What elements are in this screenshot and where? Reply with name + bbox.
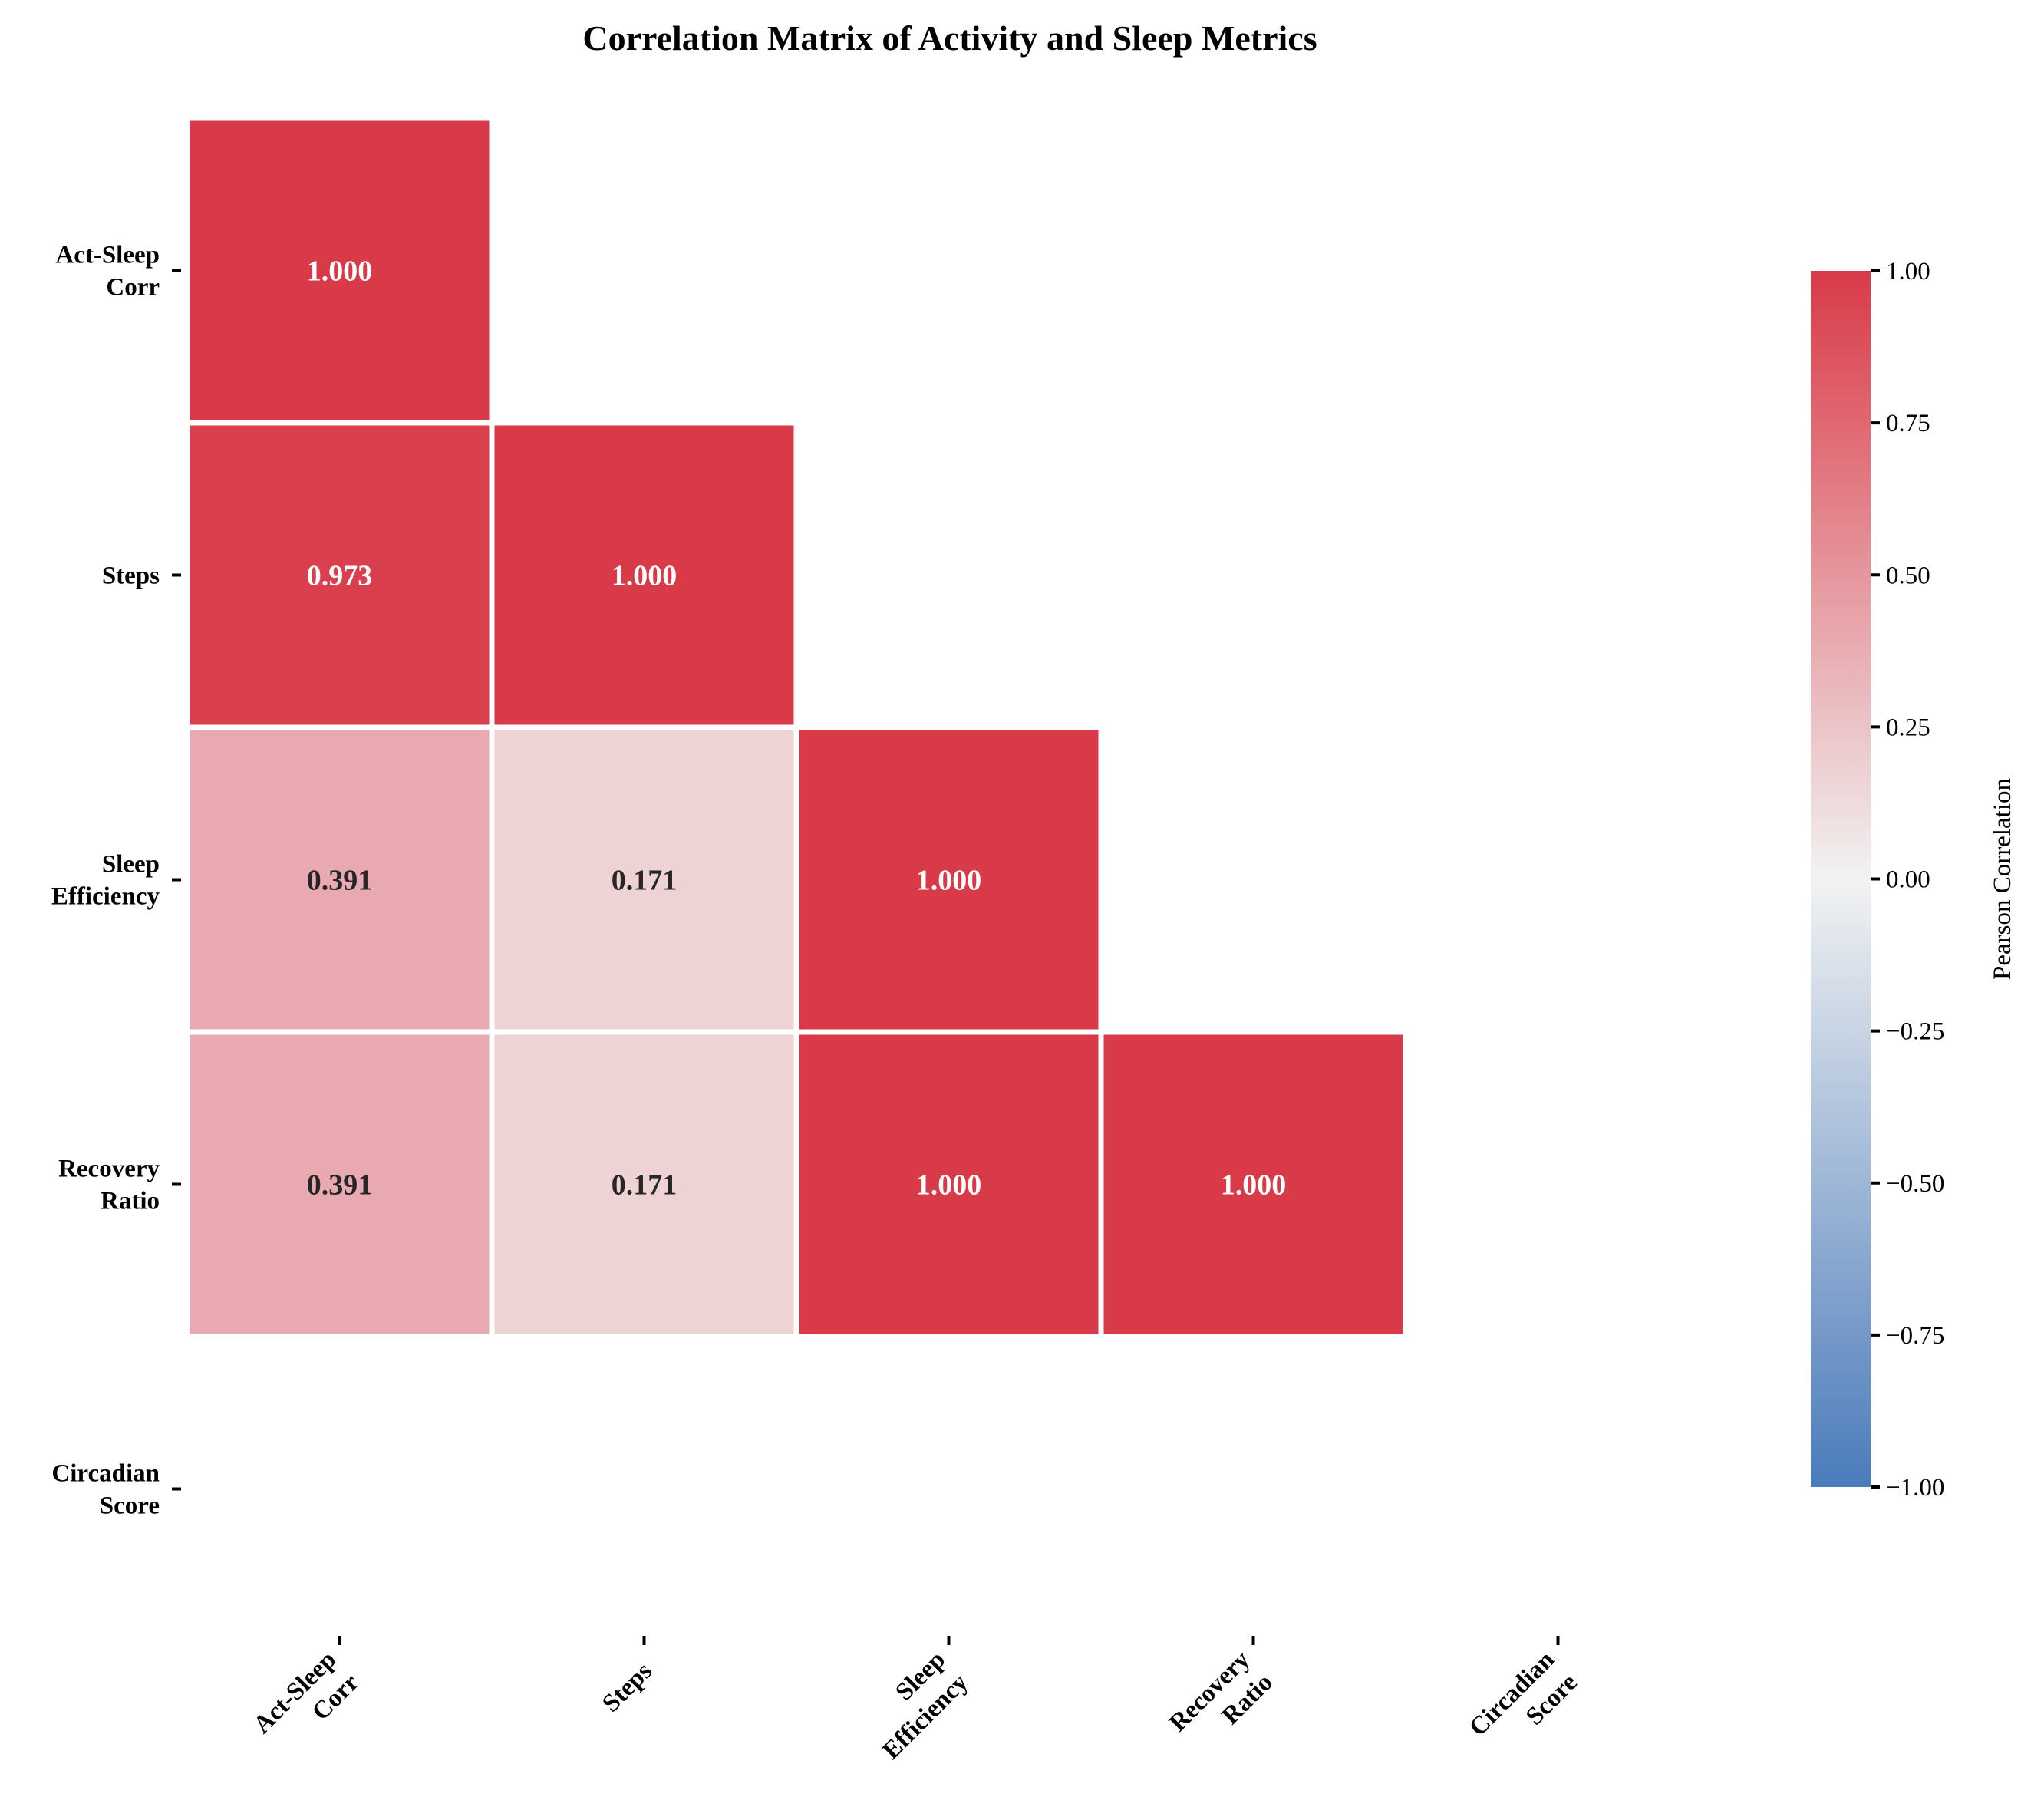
- y-tick-label: Steps: [102, 562, 160, 590]
- y-axis: Act-Sleep Corr Steps Sleep Efficiency Recover…: [51, 242, 181, 1520]
- colorbar: 1.00 0.75 0.50 0.25 0.00 −0.25 −0.50 −0.75 −1.00…: [1811, 258, 2016, 1502]
- colorbar-tick-label: −1.00: [1886, 1474, 1944, 1502]
- x-tick-label-line: Steps: [597, 1657, 658, 1718]
- y-tick-label: Recovery Ratio: [58, 1156, 160, 1215]
- heatmap-cell-r3-c0: [190, 1034, 490, 1334]
- y-tick-label-line: Ratio: [101, 1188, 160, 1215]
- cell-value-label: 0.171: [612, 865, 678, 897]
- heatmap-cell-r3-c3: [1103, 1034, 1403, 1334]
- cell-value-label: 1.000: [916, 1169, 982, 1202]
- colorbar-tick-label: −0.75: [1886, 1322, 1944, 1350]
- heatmap-cell-r1-c0: [190, 425, 490, 725]
- y-tick-label-line: Recovery: [58, 1156, 160, 1183]
- colorbar-tick-label: −0.50: [1886, 1170, 1944, 1198]
- y-tick-label: Sleep Efficiency: [51, 851, 160, 911]
- x-axis: Act-SleepCorr Steps SleepEfficiency Recover…: [249, 1636, 1583, 1765]
- cell-value-label: 1.000: [1221, 1169, 1287, 1202]
- cell-value-label: 0.391: [307, 865, 373, 897]
- heatmap-cell-r2-c0: [190, 730, 490, 1030]
- colorbar-tick-label: 1.00: [1886, 258, 1930, 285]
- chart-title: Correlation Matrix of Activity and Sleep…: [582, 18, 1317, 58]
- y-tick-label: Circadian Score: [51, 1460, 160, 1520]
- cell-value-label: 1.000: [612, 560, 678, 592]
- cell-value-label: 1.000: [916, 865, 982, 897]
- colorbar-tick-label: 0.25: [1886, 714, 1930, 741]
- y-tick-label-line: Efficiency: [51, 883, 160, 911]
- heatmap-cells: 1.000 0.973 1.000 0.391 0.171 1.000 0.391 0.171…: [190, 120, 1403, 1334]
- y-tick-label: Act-Sleep Corr: [55, 242, 160, 302]
- y-tick-label-line: Act-Sleep: [55, 242, 160, 269]
- colorbar-tick-label: 0.00: [1886, 866, 1930, 894]
- y-tick-label-line: Circadian: [51, 1460, 160, 1488]
- cell-value-label: 0.171: [612, 1169, 678, 1202]
- x-tick-label: Steps: [597, 1657, 658, 1718]
- cell-value-label: 0.973: [307, 560, 373, 592]
- x-tick-label: CircadianScore: [1464, 1646, 1583, 1765]
- colorbar-gradient: [1811, 271, 1871, 1487]
- x-tick-label: RecoveryRatio: [1164, 1646, 1278, 1760]
- heatmap-cell-r3-c1: [494, 1034, 794, 1334]
- y-tick-label-line: Sleep: [102, 851, 160, 879]
- y-tick-label-line: Score: [100, 1492, 160, 1520]
- heatmap-cell-r2-c2: [799, 730, 1099, 1030]
- cell-value-label: 0.391: [307, 1169, 373, 1202]
- colorbar-tick-label: 0.75: [1886, 410, 1930, 437]
- y-tick-label-line: Corr: [106, 274, 160, 302]
- colorbar-label: Pearson Correlation: [1989, 778, 2016, 980]
- y-tick-label-line: Steps: [102, 562, 160, 590]
- heatmap-cell-r2-c1: [494, 730, 794, 1030]
- x-tick-label: Act-SleepCorr: [249, 1646, 364, 1762]
- heatmap-cell-r1-c1: [494, 425, 794, 725]
- colorbar-tick-label: −0.25: [1886, 1018, 1944, 1046]
- heatmap-cell-r3-c2: [799, 1034, 1099, 1334]
- colorbar-tick-label: 0.50: [1886, 562, 1930, 589]
- x-tick-label: SleepEfficiency: [855, 1646, 974, 1765]
- cell-value-label: 1.000: [307, 256, 373, 288]
- heatmap-cell-r0-c0: [190, 120, 490, 420]
